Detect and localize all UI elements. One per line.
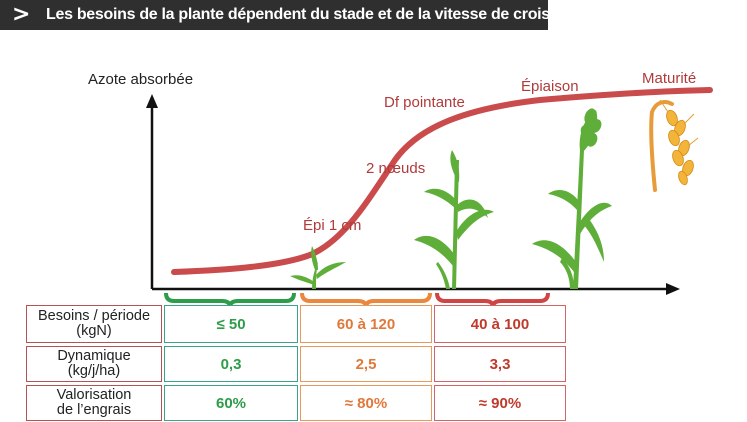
value-valorisation-phase2: ≈ 80% <box>300 385 432 421</box>
stage-label-epi-1cm: Épi 1 cm <box>303 217 361 234</box>
mature-ear-icon <box>649 99 699 192</box>
stage-label-epiaison: Épiaison <box>521 78 579 95</box>
row-header-dynamique: Dynamique (kg/j/ha) <box>26 346 162 382</box>
row-header-line: (kg/j/ha) <box>67 363 121 379</box>
absorption-curve <box>171 87 713 275</box>
row-header-besoins: Besoins / période (kgN) <box>26 305 162 343</box>
stage-label-2-noeuds: 2 nœuds <box>366 160 425 177</box>
heading-plant-icon <box>532 108 612 289</box>
row-header-line: (kgN) <box>76 323 112 339</box>
row-header-line: Valorisation <box>56 387 132 403</box>
value-valorisation-phase1: 60% <box>164 385 298 421</box>
axes <box>146 94 680 295</box>
stage-label-df-pointante: Df pointante <box>384 94 465 111</box>
row-header-line: Besoins / période <box>37 308 151 324</box>
value-dynamique-phase3: 3,3 <box>434 346 566 382</box>
value-valorisation-phase3: ≈ 90% <box>434 385 566 421</box>
banner-title: Les besoins de la plante dépendent du st… <box>46 6 594 23</box>
y-axis-label: Azote absorbée <box>88 71 193 88</box>
seedling-plant-icon <box>290 246 346 289</box>
row-header-line: de l’engrais <box>56 402 132 418</box>
value-besoins-phase3: 40 à 100 <box>434 305 566 343</box>
value-dynamique-phase1: 0,3 <box>164 346 298 382</box>
y-axis-arrow-icon <box>146 94 158 108</box>
stage-label-maturite: Maturité <box>642 70 696 87</box>
row-header-valorisation: Valorisation de l’engrais <box>26 385 162 421</box>
two-node-plant-icon <box>414 150 494 289</box>
value-besoins-phase1: ≤ 50 <box>164 305 298 343</box>
value-dynamique-phase2: 2,5 <box>300 346 432 382</box>
x-axis-arrow-icon <box>666 283 680 295</box>
value-besoins-phase2: 60 à 120 <box>300 305 432 343</box>
chevron-right-icon: > <box>12 2 31 27</box>
row-header-line: Dynamique <box>57 348 131 364</box>
title-banner: > Les besoins de la plante dépendent du … <box>0 0 594 30</box>
